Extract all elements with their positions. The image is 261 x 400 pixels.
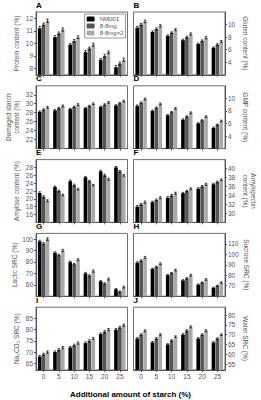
svg-text:10: 10 [26,40,34,47]
svg-text:18: 18 [26,203,34,210]
svg-text:26: 26 [26,118,34,125]
svg-text:F: F [134,148,139,157]
svg-text:20: 20 [101,373,109,380]
svg-text:8-8mg×2: 8-8mg×2 [100,30,125,36]
svg-text:110: 110 [228,240,239,247]
svg-text:Gluten content (%): Gluten content (%) [241,16,249,70]
svg-text:24: 24 [26,180,34,187]
svg-text:65: 65 [228,341,236,348]
svg-text:content (%): content (%) [13,101,21,134]
svg-text:G: G [36,222,42,231]
svg-text:Na₂CO₃ SRC (%): Na₂CO₃ SRC (%) [13,313,21,364]
svg-text:15: 15 [86,373,94,380]
svg-text:75: 75 [26,337,34,344]
svg-text:22: 22 [26,188,34,195]
svg-text:15: 15 [183,373,191,380]
svg-text:11: 11 [26,27,33,34]
svg-text:4: 4 [228,59,232,66]
svg-text:H: H [134,222,140,231]
svg-text:B: B [134,1,140,10]
svg-text:Amylose content (%): Amylose content (%) [13,161,21,221]
svg-text:38: 38 [228,174,236,181]
svg-text:Protein content (%): Protein content (%) [13,16,21,72]
svg-text:8: 8 [29,65,33,72]
svg-text:32: 32 [228,201,236,208]
svg-text:60: 60 [26,281,34,288]
svg-text:24: 24 [26,127,34,134]
svg-text:D: D [134,74,140,83]
svg-text:10: 10 [168,373,176,380]
svg-text:25: 25 [214,373,222,380]
svg-text:10: 10 [228,21,236,28]
svg-text:90: 90 [228,261,236,268]
svg-text:0: 0 [139,373,143,380]
svg-text:34: 34 [228,192,236,199]
svg-text:E: E [36,148,42,157]
svg-text:Damaged starch: Damaged starch [5,93,13,141]
svg-text:NM001: NM001 [100,16,120,22]
svg-text:40: 40 [228,165,236,172]
svg-text:90: 90 [26,247,34,254]
svg-text:5: 5 [155,373,159,380]
svg-text:30: 30 [228,210,236,217]
svg-text:85: 85 [26,315,34,322]
svg-text:10: 10 [71,373,79,380]
svg-text:6: 6 [228,120,232,127]
svg-text:70: 70 [26,270,34,277]
svg-text:12: 12 [26,15,34,22]
svg-text:28: 28 [26,109,34,116]
svg-text:content (%): content (%) [241,174,249,207]
svg-text:26: 26 [26,172,34,179]
svg-text:70: 70 [228,282,236,289]
svg-text:16: 16 [26,211,34,218]
svg-text:Additional amount of starch (%: Additional amount of starch (%) [70,390,191,399]
svg-text:70: 70 [26,349,34,356]
svg-text:J: J [134,296,138,305]
svg-text:20: 20 [199,373,207,380]
svg-text:30: 30 [26,100,34,107]
svg-text:65: 65 [26,360,34,367]
svg-text:60: 60 [228,351,236,358]
svg-text:22: 22 [26,136,34,143]
svg-text:9: 9 [29,52,33,59]
svg-text:Lactic SRC (%): Lactic SRC (%) [11,243,19,287]
svg-text:80: 80 [26,258,34,265]
svg-text:I: I [36,296,38,305]
svg-text:75: 75 [228,321,236,328]
svg-text:70: 70 [228,331,236,338]
svg-text:100: 100 [22,236,33,243]
svg-text:10: 10 [228,95,236,102]
svg-text:80: 80 [26,326,34,333]
svg-text:25: 25 [116,373,124,380]
svg-text:0: 0 [42,373,46,380]
svg-text:6: 6 [228,46,232,53]
svg-text:80: 80 [228,312,236,319]
svg-text:GMP content (%): GMP content (%) [241,92,249,142]
svg-text:80: 80 [228,272,236,279]
svg-text:8: 8 [228,107,232,114]
svg-text:20: 20 [26,195,34,202]
svg-text:36: 36 [228,183,236,190]
svg-text:28: 28 [26,164,34,171]
svg-text:C: C [36,74,42,83]
svg-text:55: 55 [228,361,236,368]
svg-text:A: A [36,1,42,10]
svg-text:8: 8 [228,34,232,41]
svg-text:Water SRC (%): Water SRC (%) [241,316,249,361]
svg-text:8-8mg: 8-8mg [100,23,117,29]
svg-text:4: 4 [228,133,232,140]
svg-text:Sucrose SRC (%): Sucrose SRC (%) [242,239,250,290]
svg-text:5: 5 [57,373,61,380]
svg-text:32: 32 [26,91,34,98]
svg-text:100: 100 [228,251,239,258]
svg-text:Amylopectin: Amylopectin [249,173,257,209]
